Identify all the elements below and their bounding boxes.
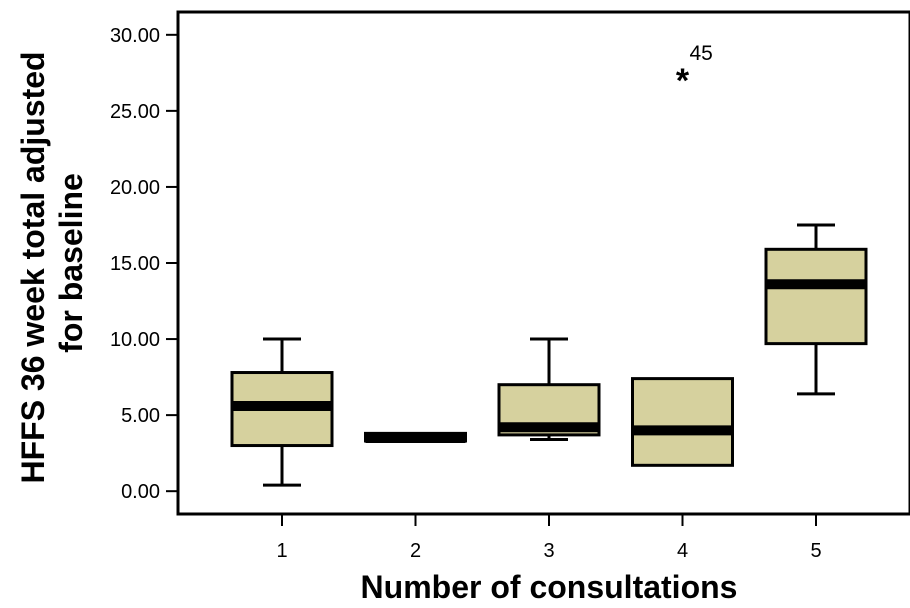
boxes-group: [230, 223, 868, 487]
y-axis-title: HFFS 36 week total adjusted for baseline: [15, 43, 89, 484]
box-3: [497, 337, 601, 441]
box-4: [631, 377, 734, 467]
y-tick-label: 5.00: [121, 405, 160, 427]
iqr-box: [764, 247, 868, 346]
y-tick-label: 15.00: [110, 253, 160, 275]
box-2: [364, 431, 467, 443]
x-tick-label: 1: [276, 540, 287, 562]
x-tick-label: 4: [677, 540, 688, 562]
outliers-group: *45: [676, 42, 713, 100]
y-tick-label: 25.00: [110, 101, 160, 123]
x-tick-label: 2: [410, 540, 421, 562]
x-tick-label: 3: [543, 540, 554, 562]
y-axis-title-line-1: HFFS 36 week total adjusted: [15, 51, 51, 483]
y-tick-label: 30.00: [110, 25, 160, 47]
y-tick-label: 20.00: [110, 177, 160, 199]
x-axis-title: Number of consultations: [361, 569, 738, 605]
y-axis-title-line-2: for baseline: [53, 173, 89, 353]
x-axis: 1 2 3 4 5: [276, 514, 822, 562]
iqr-box: [631, 377, 734, 467]
box-1: [230, 337, 334, 487]
y-axis: 0.00 5.00 10.00 15.00 20.00 25.00 30.00: [110, 25, 178, 503]
y-tick-label: 10.00: [110, 329, 160, 351]
outlier-marker: *: [676, 62, 690, 100]
x-tick-label: 5: [810, 540, 821, 562]
outlier-label: 45: [690, 42, 713, 65]
box-5: [764, 223, 868, 396]
y-tick-label: 0.00: [121, 481, 160, 503]
